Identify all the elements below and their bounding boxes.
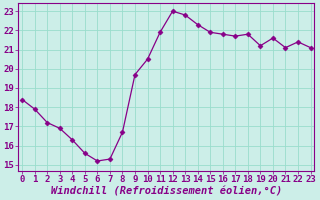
X-axis label: Windchill (Refroidissement éolien,°C): Windchill (Refroidissement éolien,°C) [51,187,282,197]
